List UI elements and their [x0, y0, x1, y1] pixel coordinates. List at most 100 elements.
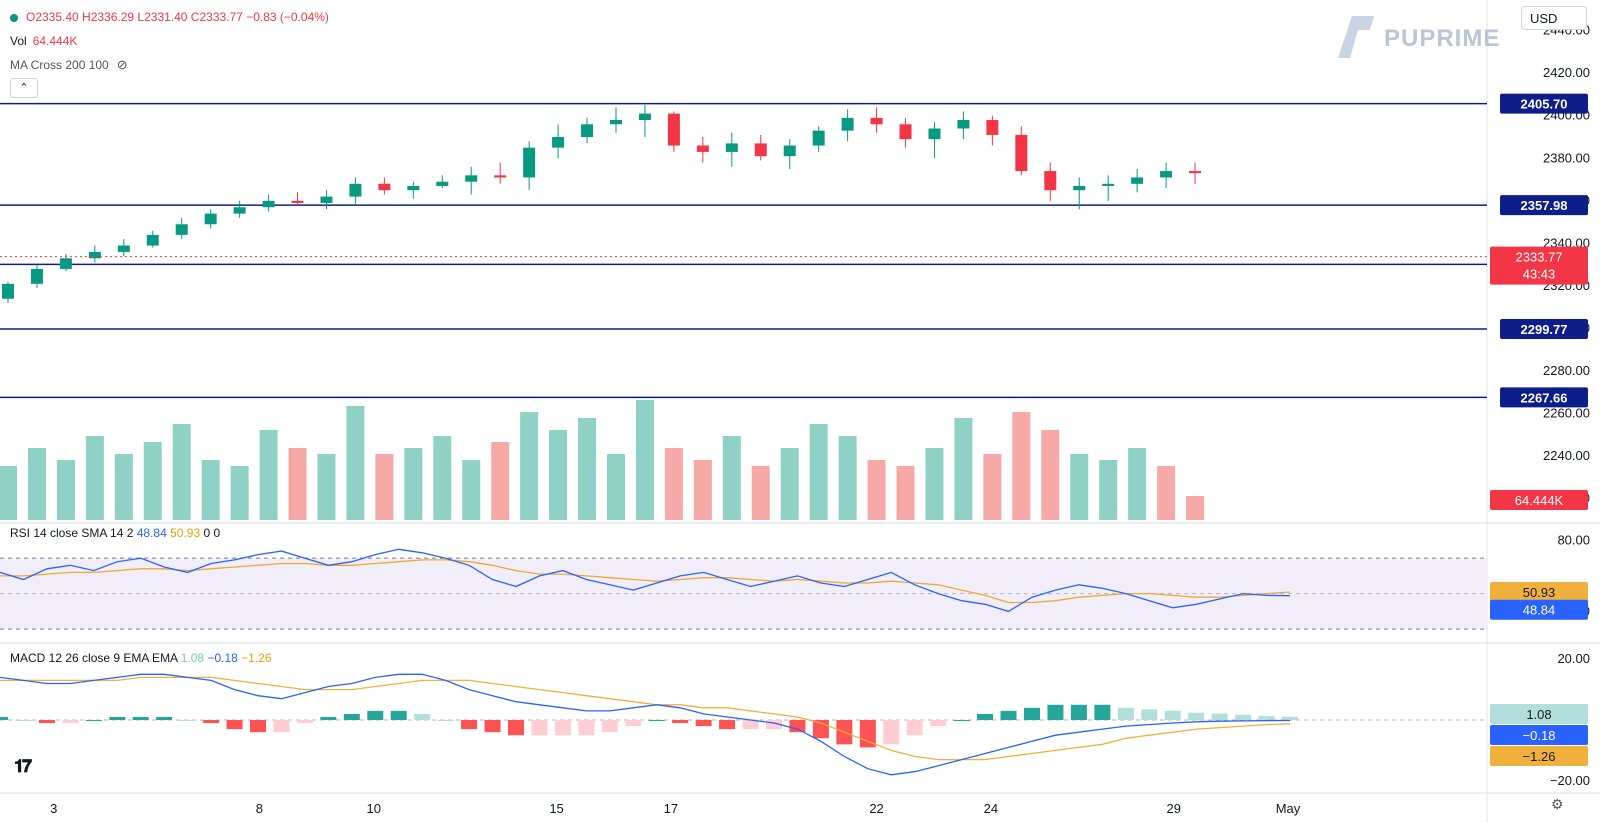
- volume-bar: [27, 448, 46, 520]
- macd-hist-bar: [320, 716, 337, 720]
- candle-body: [291, 200, 304, 203]
- last-price-tag: [1490, 246, 1588, 285]
- candle-body: [986, 120, 999, 135]
- macd-hist-bar: [766, 720, 782, 730]
- level-label: 2299.77: [1521, 322, 1568, 337]
- macd-hist-bar: [390, 710, 407, 720]
- collapse-legend-button[interactable]: ⌃: [10, 78, 38, 98]
- volume-bar: [722, 436, 741, 520]
- candle-body: [465, 175, 478, 182]
- candle-body: [30, 268, 43, 284]
- macd-hist-value: 1.08: [180, 651, 205, 665]
- candle-body: [725, 143, 738, 152]
- time-tick-label: 29: [1166, 801, 1180, 816]
- volume-bar: [1128, 448, 1147, 520]
- volume-bar: [578, 418, 597, 520]
- logo-text: PUPRIME: [1384, 25, 1501, 52]
- volume-tag-label: 64.444K: [1515, 493, 1564, 508]
- macd-hist-bar: [601, 720, 618, 733]
- macd-hist-bar: [132, 716, 149, 720]
- volume-bar: [433, 436, 452, 520]
- volume-bar: [838, 436, 857, 520]
- rsi-line: [0, 548, 1291, 613]
- candle-body: [88, 251, 101, 259]
- price-tick-label: 2280.00: [1543, 363, 1590, 378]
- candle-body: [1015, 134, 1028, 172]
- volume-value: 64.444K: [32, 34, 78, 48]
- macd-hist-bar: [625, 720, 642, 727]
- candle-body: [841, 117, 854, 131]
- volume-bar: [230, 466, 249, 520]
- macd-signal-value: −1.26: [241, 651, 272, 665]
- macd-hist-bar: [554, 720, 571, 736]
- candle-body: [59, 258, 72, 269]
- macd-hist-bar: [578, 720, 595, 736]
- macd-hist-bar: [203, 720, 220, 724]
- candle-body: [407, 185, 420, 191]
- tradingview-logo-icon[interactable]: 𝟏𝟕: [14, 756, 32, 776]
- candle-body: [175, 224, 188, 235]
- macd-legend[interactable]: MACD 12 26 close 9 EMA EMA 1.08 −0.18 −1…: [10, 651, 272, 665]
- macd-hist-bar: [977, 713, 994, 720]
- macd-hist-bar: [883, 720, 900, 745]
- volume-tag: [1490, 490, 1588, 510]
- macd-hist-bar: [62, 720, 79, 724]
- macd-hist-bar: [461, 720, 478, 730]
- macd-value: −0.18: [207, 651, 238, 665]
- candle-body: [899, 124, 912, 140]
- settings-gear-icon[interactable]: ⚙: [1551, 796, 1564, 812]
- macd-hist-bar: [1024, 707, 1040, 720]
- level-label: 2267.66: [1521, 390, 1568, 405]
- volume-bar: [664, 448, 683, 520]
- symbol-status-icon: [10, 13, 18, 22]
- volume-bar: [462, 460, 481, 520]
- candle-body: [1131, 177, 1144, 184]
- volume-bar: [809, 424, 828, 520]
- macd-line: [0, 673, 1291, 776]
- price-tick-label: 2240.00: [1543, 448, 1590, 463]
- currency-selector[interactable]: USD: [1521, 6, 1587, 30]
- volume-bar: [607, 454, 625, 520]
- macd-hist-bar: [1070, 704, 1087, 720]
- volume-bar: [1157, 466, 1176, 520]
- volume-legend[interactable]: Vol 64.444K: [10, 34, 77, 48]
- macd-hist-bar: [1000, 710, 1017, 720]
- macd-tick-label: 20.00: [1557, 651, 1590, 666]
- volume-bar: [867, 460, 886, 520]
- candle-body: [812, 130, 825, 146]
- rsi-legend[interactable]: RSI 14 close SMA 14 2 48.84 50.93 0 0: [10, 526, 220, 540]
- candle-body: [436, 181, 449, 186]
- time-tick-label: 8: [256, 801, 263, 816]
- volume-bar: [85, 436, 104, 520]
- ma-cross-legend[interactable]: MA Cross 200 100 ⊘: [10, 57, 128, 73]
- macd-hist-bar: [1047, 704, 1064, 720]
- hidden-eye-icon[interactable]: ⊘: [116, 57, 128, 72]
- volume-bar: [520, 412, 539, 520]
- price-tick-label: 2260.00: [1543, 406, 1590, 421]
- macd-hist-bar: [789, 720, 806, 733]
- level-label: 2357.98: [1521, 198, 1568, 213]
- rsi-sma-tag: [1490, 581, 1588, 602]
- macd-hist-bar: [226, 720, 243, 730]
- volume-bar: [172, 424, 191, 520]
- macd-hist-bar: [109, 716, 126, 720]
- macd-hist-bar: [15, 720, 32, 721]
- time-tick-label: 3: [50, 801, 57, 816]
- macd-hist-bar: [648, 720, 665, 721]
- volume-bar: [1099, 460, 1118, 520]
- macd-tag: [1490, 725, 1588, 745]
- candle-body: [117, 245, 130, 252]
- volume-bar: [1012, 412, 1031, 520]
- ohlc-values: O2335.40 H2336.29 L2331.40 C2333.77 −0.8…: [26, 10, 329, 24]
- time-tick-label: May: [1276, 801, 1301, 816]
- macd-signal-line: [0, 676, 1291, 761]
- candle-body: [581, 124, 594, 138]
- rsi-sma-line: [0, 559, 1291, 604]
- candle-body: [233, 207, 246, 214]
- macd-hist-bar: [156, 716, 173, 720]
- volume-bar: [56, 460, 75, 520]
- macd-hist-bar: [85, 720, 102, 721]
- ohlc-legend: O2335.40 H2336.29 L2331.40 C2333.77 −0.8…: [10, 10, 329, 24]
- macd-hist-bar: [1117, 707, 1134, 720]
